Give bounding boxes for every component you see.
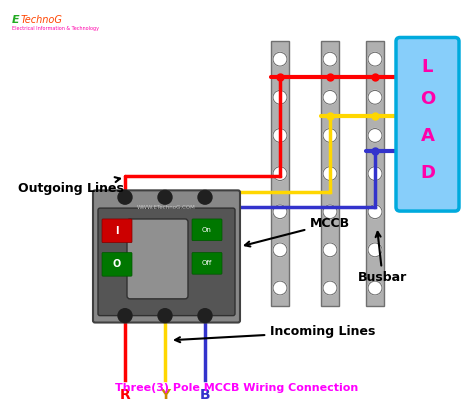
Text: Electrical Information & Technology: Electrical Information & Technology (12, 25, 99, 31)
Text: O: O (113, 259, 121, 269)
Text: I: I (115, 226, 119, 236)
Circle shape (368, 243, 382, 257)
Circle shape (273, 281, 287, 295)
FancyBboxPatch shape (192, 219, 222, 241)
Text: TechnoG: TechnoG (21, 15, 63, 25)
FancyBboxPatch shape (396, 38, 459, 211)
Bar (366, 42, 384, 306)
FancyBboxPatch shape (102, 252, 132, 276)
Text: E: E (12, 15, 19, 25)
Circle shape (198, 309, 212, 322)
Text: Incoming Lines: Incoming Lines (175, 325, 375, 342)
Text: MCCB: MCCB (245, 217, 350, 246)
Text: WWW.ETechnoG.COM: WWW.ETechnoG.COM (137, 204, 196, 210)
FancyBboxPatch shape (102, 219, 132, 243)
Text: L: L (422, 58, 433, 76)
Text: Outgoing Lines: Outgoing Lines (18, 177, 124, 195)
Circle shape (368, 52, 382, 66)
Circle shape (323, 205, 337, 219)
Circle shape (158, 309, 172, 322)
Text: D: D (420, 164, 435, 182)
Text: A: A (420, 127, 435, 145)
Text: Busbar: Busbar (358, 232, 407, 284)
Circle shape (368, 281, 382, 295)
FancyBboxPatch shape (98, 208, 235, 316)
Circle shape (273, 52, 287, 66)
Circle shape (368, 128, 382, 142)
Circle shape (118, 309, 132, 322)
Bar (271, 42, 289, 306)
Circle shape (323, 281, 337, 295)
Circle shape (198, 190, 212, 204)
Circle shape (323, 128, 337, 142)
Text: On: On (202, 227, 212, 233)
Text: Off: Off (202, 260, 212, 266)
FancyBboxPatch shape (192, 252, 222, 274)
Circle shape (273, 90, 287, 104)
Text: Y: Y (160, 387, 170, 402)
Circle shape (273, 167, 287, 181)
Text: R: R (119, 387, 130, 402)
FancyBboxPatch shape (93, 190, 240, 322)
Circle shape (323, 90, 337, 104)
Circle shape (158, 190, 172, 204)
Circle shape (323, 243, 337, 257)
Bar (321, 42, 339, 306)
Text: O: O (420, 90, 435, 107)
Text: Three(3) Pole MCCB Wiring Connection: Three(3) Pole MCCB Wiring Connection (115, 383, 359, 393)
Circle shape (273, 205, 287, 219)
Circle shape (273, 243, 287, 257)
FancyBboxPatch shape (127, 219, 188, 299)
Circle shape (368, 167, 382, 181)
Circle shape (273, 128, 287, 142)
Circle shape (323, 52, 337, 66)
Text: B: B (200, 387, 210, 402)
Circle shape (368, 90, 382, 104)
Circle shape (368, 205, 382, 219)
Circle shape (323, 167, 337, 181)
Circle shape (118, 190, 132, 204)
